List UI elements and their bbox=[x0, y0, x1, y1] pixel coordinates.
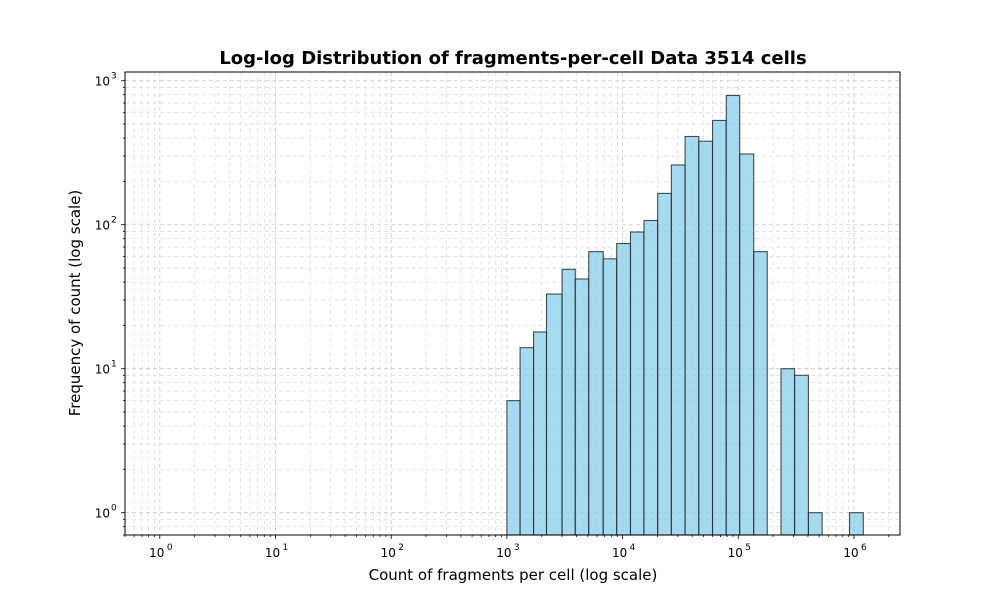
y-tick-label: 10 bbox=[95, 219, 110, 233]
x-tick-exponent: 1 bbox=[283, 543, 289, 553]
x-tick-label: 10 bbox=[612, 546, 627, 560]
bars bbox=[506, 94, 864, 536]
histogram-bar bbox=[506, 400, 521, 536]
histogram-bar bbox=[753, 251, 768, 536]
histogram-bar bbox=[574, 278, 590, 536]
x-tick-exponent: 4 bbox=[630, 543, 636, 553]
histogram-bar bbox=[711, 119, 727, 536]
histogram-bar bbox=[849, 512, 864, 536]
x-tick-label: 10 bbox=[381, 546, 396, 560]
x-tick-label: 10 bbox=[728, 546, 743, 560]
y-tick-exponent: 3 bbox=[111, 72, 117, 82]
histogram-bar bbox=[657, 192, 672, 536]
y-tick-exponent: 1 bbox=[111, 360, 117, 370]
histogram-bar bbox=[533, 331, 548, 536]
axis-ticks: 10 0 10 1 10 2 10 3 10 4 10 5 10 610 010 110 210 3 bbox=[95, 72, 890, 560]
x-tick-exponent: 0 bbox=[167, 543, 173, 553]
histogram-bar bbox=[684, 135, 700, 536]
histogram-bar bbox=[616, 243, 632, 536]
x-tick-label: 10 bbox=[265, 546, 280, 560]
histogram-bar bbox=[698, 140, 714, 536]
histogram-bar bbox=[561, 268, 576, 536]
histogram-bar bbox=[794, 374, 809, 536]
y-axis-label: Frequency of count (log scale) bbox=[66, 190, 84, 417]
x-tick-label: 10 bbox=[843, 546, 858, 560]
histogram-bar bbox=[545, 293, 563, 536]
x-tick-exponent: 5 bbox=[745, 543, 751, 553]
histogram-bar bbox=[807, 512, 823, 536]
chart-title: Log-log Distribution of fragments-per-ce… bbox=[219, 48, 806, 69]
y-tick-exponent: 2 bbox=[111, 216, 117, 226]
histogram-bar bbox=[670, 164, 686, 536]
histogram-bar bbox=[725, 94, 741, 536]
y-tick-exponent: 0 bbox=[111, 504, 117, 514]
x-tick-label: 10 bbox=[496, 546, 511, 560]
y-tick-label: 10 bbox=[95, 363, 110, 377]
x-tick-exponent: 3 bbox=[514, 543, 520, 553]
histogram-bar bbox=[629, 231, 645, 536]
histogram-bar bbox=[643, 219, 659, 536]
histogram-bar bbox=[602, 258, 618, 536]
histogram-bar bbox=[780, 368, 796, 536]
x-axis-label: Count of fragments per cell (log scale) bbox=[369, 566, 658, 584]
y-tick-label: 10 bbox=[95, 507, 110, 521]
histogram-bar bbox=[519, 347, 535, 536]
x-tick-exponent: 2 bbox=[398, 543, 404, 553]
y-tick-label: 10 bbox=[95, 75, 110, 89]
x-tick-exponent: 6 bbox=[861, 543, 867, 553]
x-tick-label: 10 bbox=[149, 546, 164, 560]
histogram-bar bbox=[588, 251, 604, 536]
histogram-bar bbox=[739, 153, 755, 536]
plot-frame bbox=[124, 71, 901, 536]
